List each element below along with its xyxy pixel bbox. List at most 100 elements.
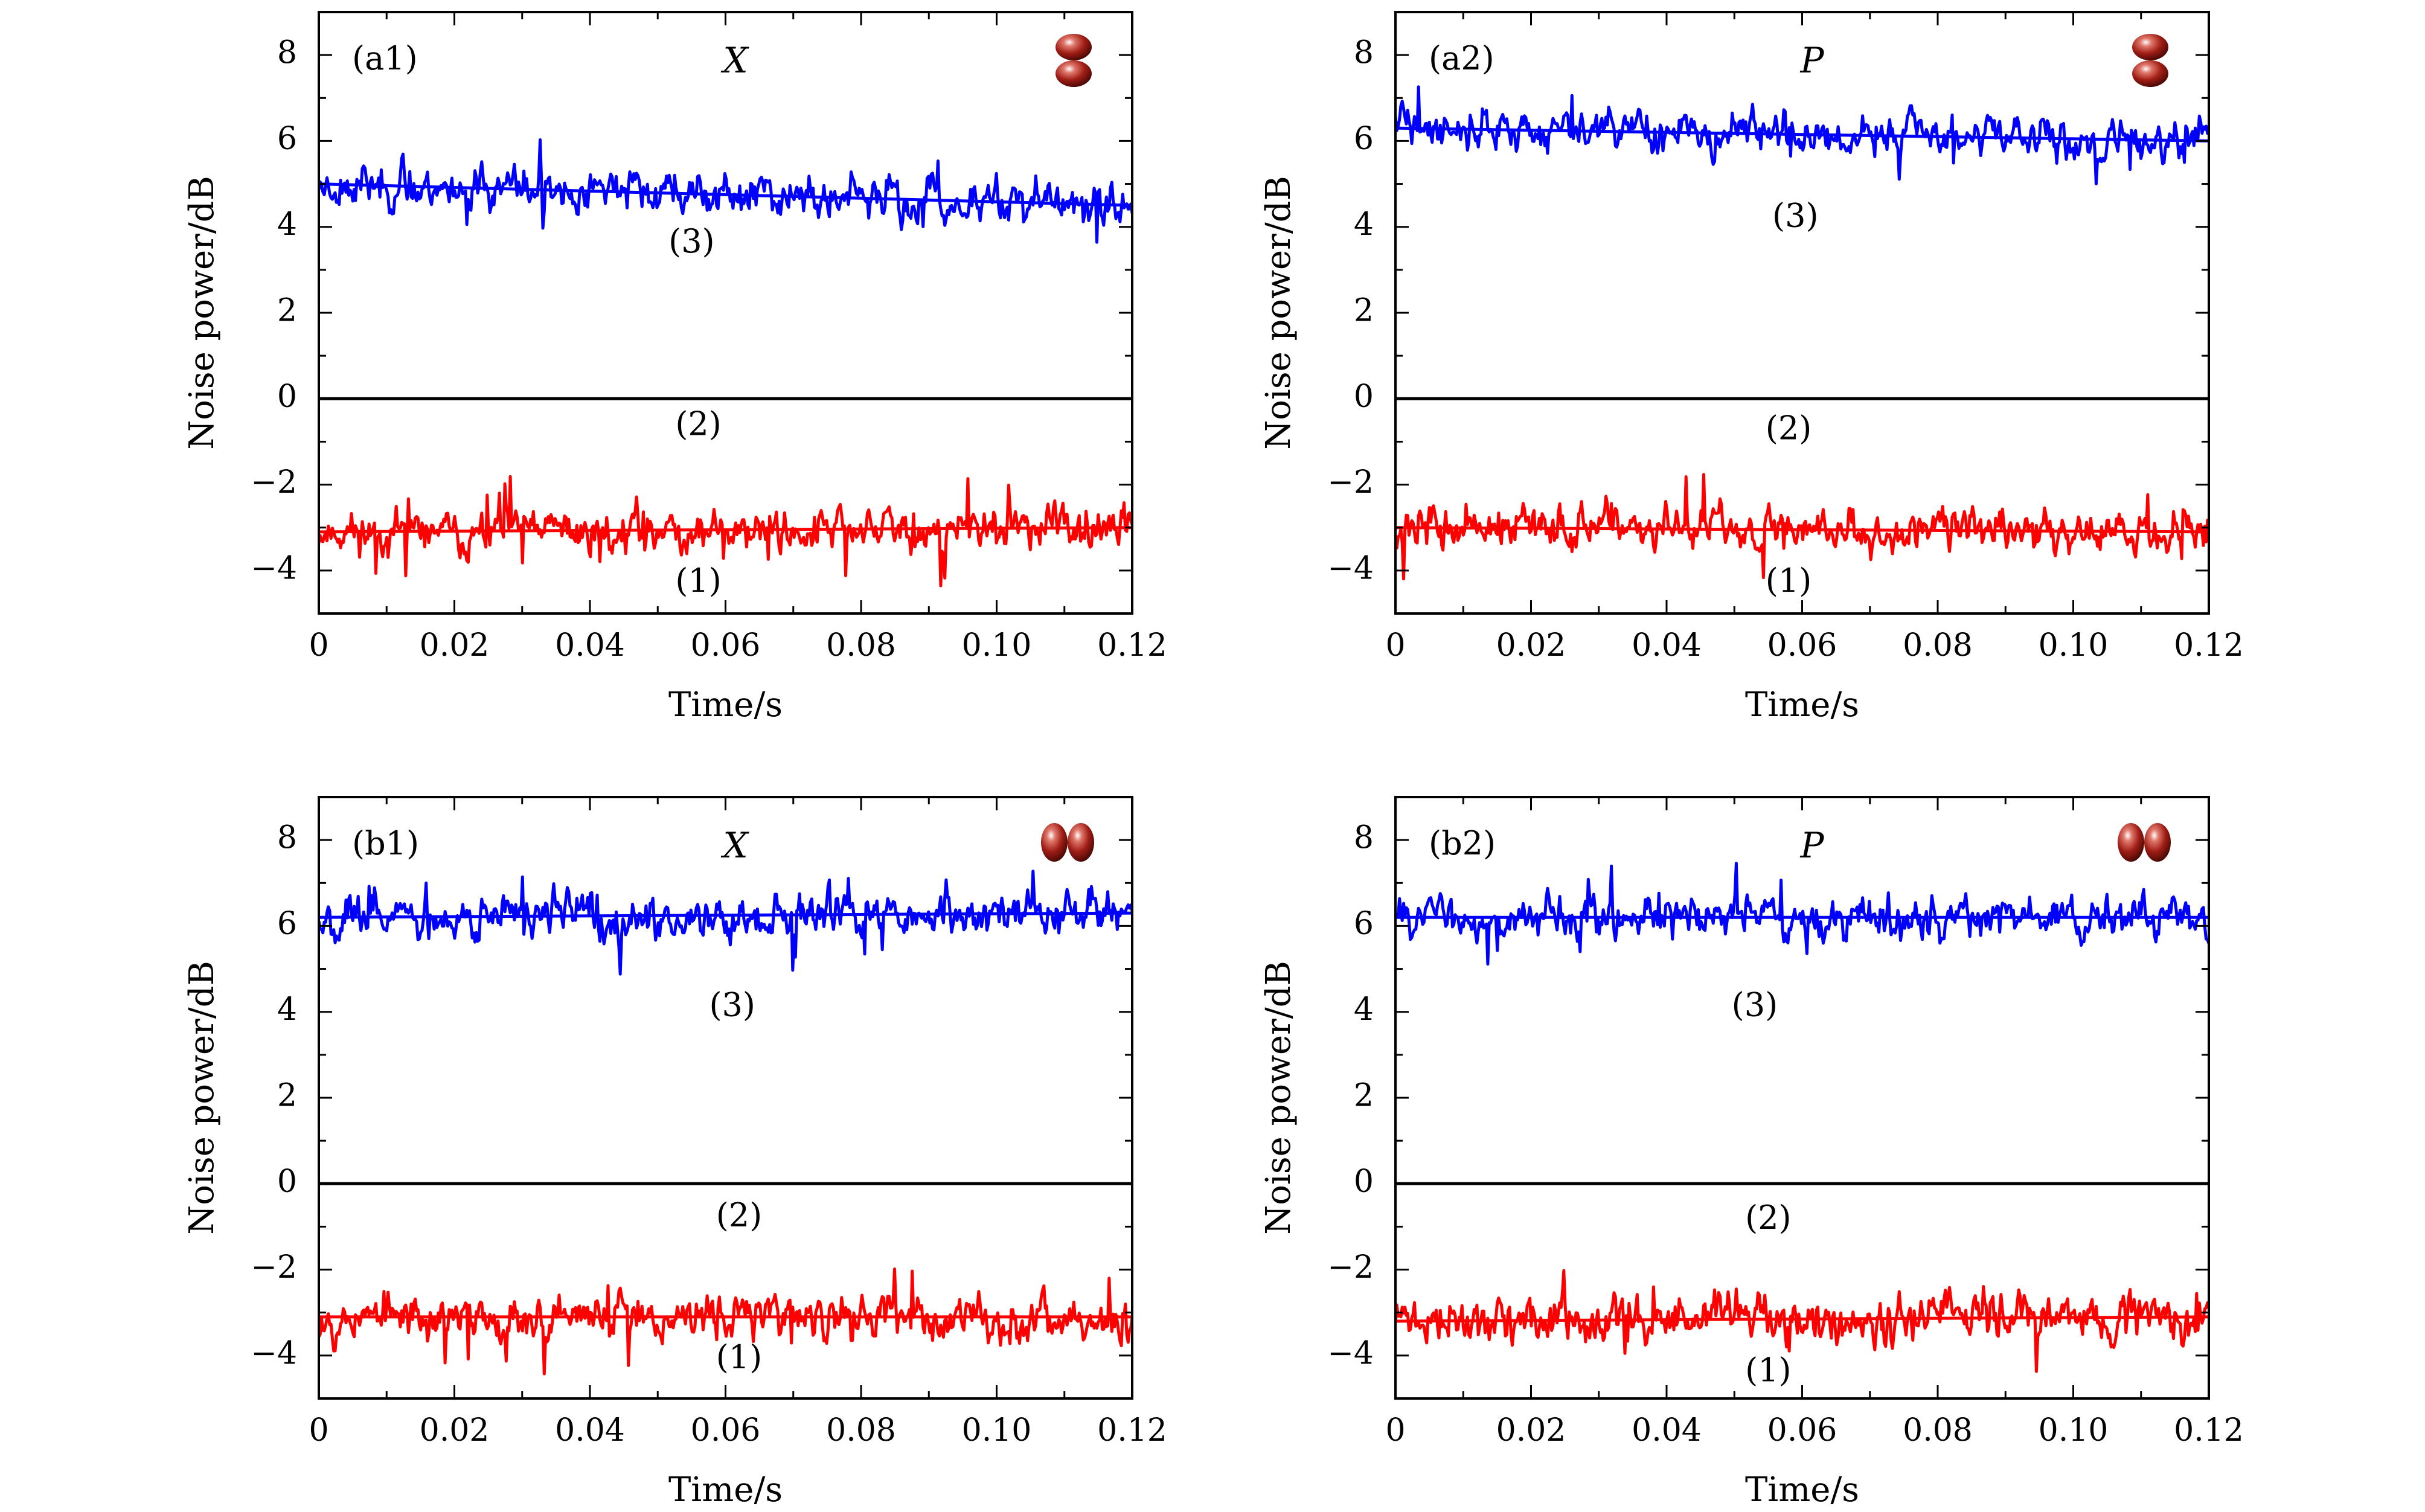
horizontal-lobes-icon [2118, 823, 2171, 862]
x-tick-label: 0.08 [1903, 627, 1973, 664]
quadrature-label: X [720, 825, 749, 866]
curve-label-1: (2) [716, 1196, 763, 1234]
x-tick-label: 0.08 [826, 627, 896, 664]
curve-label-0: (1) [675, 562, 722, 600]
x-tick-label: 0.04 [1632, 1412, 1702, 1449]
y-tick-label: 0 [277, 379, 297, 415]
x-axis-title: Time/s [1745, 1470, 1859, 1510]
series-2 [1395, 85, 2209, 185]
series-line-2 [1395, 85, 2209, 185]
series-2 [319, 138, 1132, 244]
quadrature-label: P [1799, 40, 1824, 81]
x-tick-label: 0.10 [962, 627, 1032, 664]
curve-label-2: (3) [1732, 986, 1778, 1024]
quadrature-label: P [1799, 825, 1824, 866]
x-tick-label: 0.04 [555, 627, 625, 664]
x-tick-label: 0.02 [1496, 627, 1566, 664]
lobe-bottom [2132, 60, 2168, 87]
x-tick-label: 0.06 [691, 1412, 761, 1449]
x-tick-label: 0.10 [2039, 627, 2109, 664]
vertical-lobes-icon [2132, 34, 2168, 87]
series-fit-line-0 [1395, 526, 2209, 534]
y-tick-label: 2 [1354, 293, 1374, 329]
curve-label-1: (2) [1766, 409, 1812, 447]
y-tick-label: 6 [277, 906, 297, 942]
lobe-left [2118, 823, 2144, 862]
y-tick-label: 4 [1354, 991, 1374, 1028]
horizontal-lobes-icon [1041, 823, 1094, 862]
x-axis-title: Time/s [668, 685, 783, 725]
y-tick-label: 0 [1354, 1164, 1374, 1200]
series-line-2 [319, 138, 1132, 244]
y-tick-label: 6 [1354, 121, 1374, 157]
y-tick-label: 0 [277, 1164, 297, 1200]
curve-label-0: (1) [716, 1338, 763, 1376]
lobe-left [1041, 823, 1068, 862]
lobe-right [1068, 823, 1094, 862]
series-2 [1395, 862, 2209, 966]
x-tick-label: 0.02 [420, 1412, 490, 1449]
quadrature-label: X [720, 40, 749, 81]
curve-label-0: (1) [1745, 1351, 1792, 1389]
series-fit-line-2 [319, 182, 1132, 207]
series-0 [1395, 1269, 2209, 1373]
series-fit-line-0 [319, 526, 1132, 534]
y-tick-label: 8 [277, 820, 297, 856]
series-0 [319, 475, 1132, 588]
series-2 [319, 870, 1132, 976]
x-tick-label: 0.08 [1903, 1412, 1973, 1449]
lobe-right [2144, 823, 2171, 862]
y-tick-label: −2 [251, 464, 297, 501]
y-tick-label: 4 [1354, 207, 1374, 243]
y-tick-label: −4 [251, 1335, 297, 1371]
x-tick-label: 0.12 [2174, 627, 2244, 664]
y-axis-title: Noise power/dB [182, 961, 222, 1235]
y-tick-label: 0 [1354, 379, 1374, 415]
x-tick-label: 0 [309, 1412, 328, 1449]
panel-label: (a1) [352, 39, 418, 77]
lobe-top [2132, 34, 2168, 60]
y-axis-title: Noise power/dB [1259, 961, 1298, 1235]
y-tick-label: −2 [251, 1249, 297, 1286]
y-tick-label: 6 [277, 121, 297, 157]
y-tick-label: 4 [277, 207, 297, 243]
x-tick-label: 0.02 [420, 627, 490, 664]
axes-frame [1394, 796, 2210, 1400]
panel-label: (b1) [352, 824, 419, 862]
x-tick-label: 0.02 [1496, 1412, 1566, 1449]
chart-panel-b1: (1) (2) (3) 0 0.02 0.04 0.06 0.08 0.10 0.12 −4 −2 0 2… [182, 796, 1167, 1510]
y-tick-label: −2 [1327, 464, 1374, 501]
lobe-bottom [1056, 60, 1092, 87]
chart-panel-a2: (1) (2) (3) 0 0.02 0.04 0.06 0.08 0.10 0.12 −4 −2 0 2… [1259, 11, 2244, 725]
x-tick-label: 0.04 [1632, 627, 1702, 664]
y-tick-label: 4 [277, 991, 297, 1028]
y-tick-label: 2 [277, 1078, 297, 1114]
x-tick-label: 0 [309, 627, 328, 664]
series-fit-line-2 [319, 911, 1132, 919]
y-tick-label: 2 [277, 293, 297, 329]
series-0 [319, 1267, 1132, 1376]
y-tick-label: −4 [251, 550, 297, 586]
x-tick-label: 0.10 [2039, 1412, 2109, 1449]
y-axis-title: Noise power/dB [182, 176, 222, 450]
x-tick-label: 0.10 [962, 1412, 1032, 1449]
curve-label-0: (1) [1766, 562, 1812, 600]
x-tick-label: 0.12 [1097, 627, 1167, 664]
y-tick-label: 8 [1354, 820, 1374, 856]
curve-label-1: (2) [675, 405, 722, 443]
y-tick-label: 2 [1354, 1078, 1374, 1114]
series-0 [1395, 473, 2209, 581]
y-tick-label: −4 [1327, 550, 1374, 586]
series-fit-line-0 [1395, 1315, 2209, 1323]
panel-label: (b2) [1429, 824, 1496, 862]
y-tick-label: −2 [1327, 1249, 1374, 1286]
x-tick-label: 0.06 [691, 627, 761, 664]
vertical-lobes-icon [1056, 34, 1092, 87]
panel-label: (a2) [1429, 39, 1494, 77]
lobe-top [1056, 34, 1092, 60]
curve-label-2: (3) [668, 222, 715, 260]
curve-label-2: (3) [709, 986, 755, 1024]
y-tick-label: 6 [1354, 906, 1374, 942]
x-tick-label: 0.06 [1767, 627, 1837, 664]
x-tick-label: 0.04 [555, 1412, 625, 1449]
